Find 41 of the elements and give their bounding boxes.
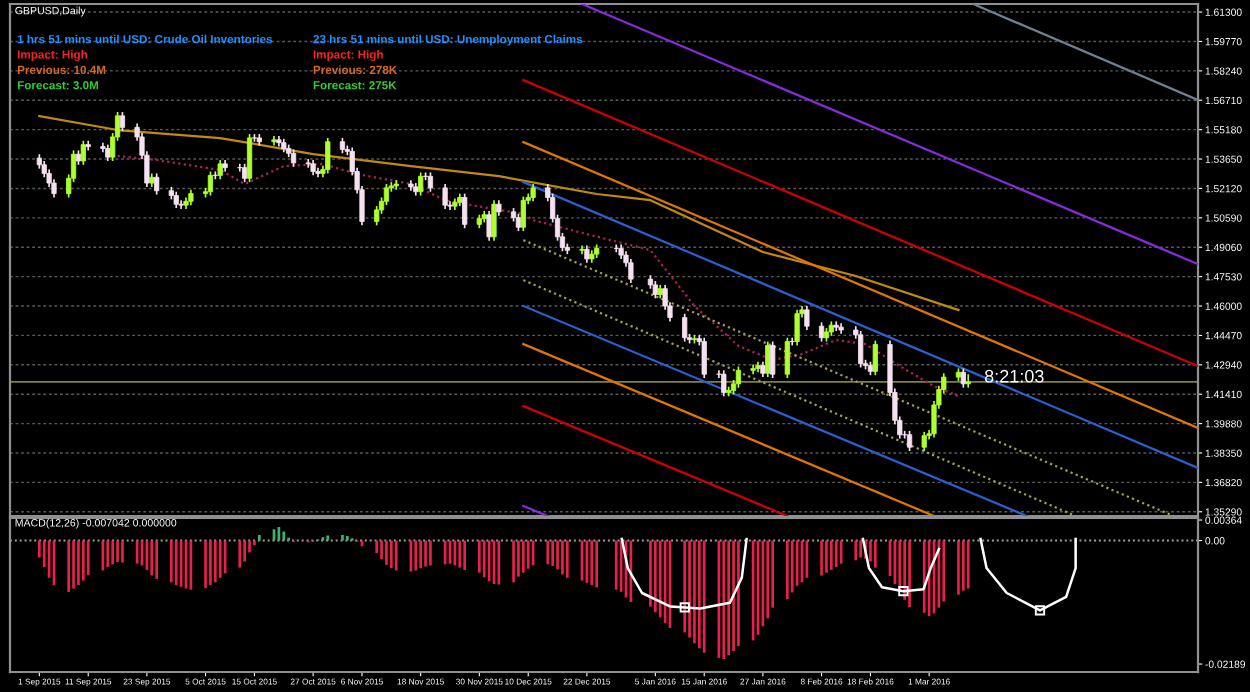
candlestick: [427, 171, 434, 193]
candlestick: [520, 195, 526, 232]
candlestick: [579, 244, 585, 255]
candlestick: [804, 305, 810, 331]
candlestick: [628, 258, 634, 284]
candlestick: [246, 133, 253, 183]
candlestick: [242, 163, 248, 183]
candlestick: [765, 340, 771, 378]
line-series: [116, 154, 960, 398]
candlestick: [80, 139, 86, 166]
candlestick: [462, 192, 468, 230]
candlestick: [154, 172, 160, 196]
candlestick: [325, 137, 331, 175]
candlestick: [770, 340, 776, 379]
candlestick: [960, 367, 966, 389]
candlestick: [178, 199, 184, 210]
candlestick: [383, 183, 390, 206]
candlestick: [721, 369, 727, 398]
candlestick: [794, 309, 800, 347]
candlestick: [207, 170, 214, 197]
candlestick: [217, 159, 223, 181]
candlestick: [491, 199, 497, 242]
candlestick: [486, 210, 492, 242]
candlestick: [921, 431, 927, 452]
candlestick: [119, 111, 126, 133]
candlestick: [858, 330, 864, 369]
candlestick: [418, 171, 424, 197]
line-series: [38, 114, 960, 312]
candlestick: [701, 336, 707, 379]
candlestick: [735, 365, 742, 389]
annotation: 8:21:03: [984, 369, 1044, 383]
candlestick: [682, 312, 688, 343]
candlestick: [818, 321, 825, 343]
candlestick: [374, 205, 380, 227]
candlestick: [906, 430, 913, 452]
candlestick: [305, 158, 311, 169]
candlestick: [784, 336, 790, 379]
candlestick: [442, 183, 448, 210]
candlestick: [51, 178, 57, 199]
candlestick: [965, 373, 971, 389]
candlestick: [872, 339, 878, 377]
